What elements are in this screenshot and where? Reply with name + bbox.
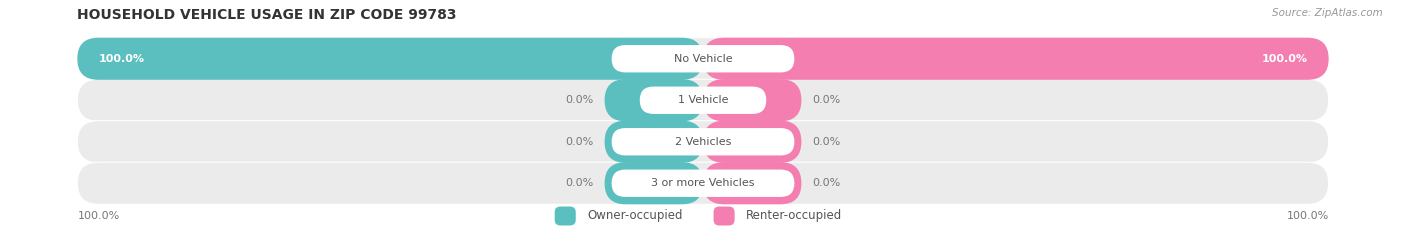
- FancyBboxPatch shape: [605, 121, 703, 163]
- FancyBboxPatch shape: [77, 121, 1329, 163]
- FancyBboxPatch shape: [640, 87, 766, 114]
- Text: 100.0%: 100.0%: [98, 54, 145, 64]
- FancyBboxPatch shape: [703, 162, 801, 204]
- Text: 0.0%: 0.0%: [565, 178, 593, 188]
- Text: 0.0%: 0.0%: [813, 95, 841, 105]
- Text: 100.0%: 100.0%: [77, 211, 120, 221]
- Text: 3 or more Vehicles: 3 or more Vehicles: [651, 178, 755, 188]
- FancyBboxPatch shape: [703, 38, 1329, 80]
- Text: Owner-occupied: Owner-occupied: [586, 209, 682, 223]
- FancyBboxPatch shape: [605, 79, 703, 121]
- FancyBboxPatch shape: [703, 121, 801, 163]
- FancyBboxPatch shape: [77, 162, 1329, 204]
- FancyBboxPatch shape: [612, 45, 794, 73]
- FancyBboxPatch shape: [605, 162, 703, 204]
- Text: HOUSEHOLD VEHICLE USAGE IN ZIP CODE 99783: HOUSEHOLD VEHICLE USAGE IN ZIP CODE 9978…: [77, 8, 457, 22]
- FancyBboxPatch shape: [77, 79, 1329, 121]
- Text: 1 Vehicle: 1 Vehicle: [678, 95, 728, 105]
- Text: Source: ZipAtlas.com: Source: ZipAtlas.com: [1272, 8, 1384, 18]
- Text: 0.0%: 0.0%: [813, 178, 841, 188]
- FancyBboxPatch shape: [713, 207, 734, 226]
- Text: 0.0%: 0.0%: [565, 95, 593, 105]
- Text: 0.0%: 0.0%: [565, 137, 593, 147]
- FancyBboxPatch shape: [77, 38, 703, 80]
- Text: No Vehicle: No Vehicle: [673, 54, 733, 64]
- FancyBboxPatch shape: [612, 128, 794, 155]
- FancyBboxPatch shape: [77, 38, 1329, 80]
- FancyBboxPatch shape: [703, 79, 801, 121]
- Text: 100.0%: 100.0%: [1286, 211, 1329, 221]
- FancyBboxPatch shape: [555, 207, 576, 226]
- Text: Renter-occupied: Renter-occupied: [745, 209, 842, 223]
- Text: 2 Vehicles: 2 Vehicles: [675, 137, 731, 147]
- Text: 0.0%: 0.0%: [813, 137, 841, 147]
- Text: 100.0%: 100.0%: [1261, 54, 1308, 64]
- FancyBboxPatch shape: [612, 170, 794, 197]
